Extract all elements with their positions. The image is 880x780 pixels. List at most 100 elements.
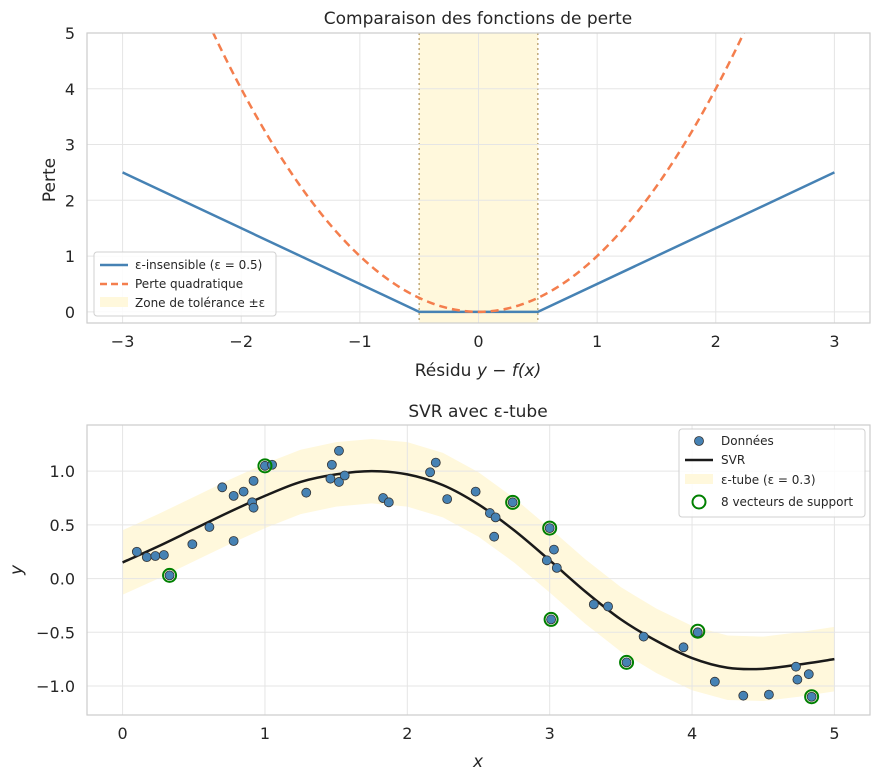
data-point — [430, 457, 441, 468]
loss-axes-frame — [86, 32, 871, 324]
data-point — [334, 477, 344, 487]
data-point — [544, 523, 555, 534]
loss-legend-box — [93, 251, 277, 317]
data-point — [470, 486, 481, 497]
x-tick-label: 3 — [829, 332, 839, 351]
y-tick-label: 0.0 — [50, 570, 75, 589]
svr-x-axis-label: x — [472, 752, 484, 772]
legend-swatch-support — [691, 494, 707, 510]
data-point — [621, 657, 632, 668]
data-point — [238, 486, 249, 497]
data-point — [248, 502, 259, 513]
legend-label-points: Données — [721, 434, 774, 448]
y-tick-label: −1.0 — [36, 677, 75, 696]
data-point — [187, 539, 198, 550]
data-point — [709, 676, 720, 687]
data-point — [217, 482, 228, 493]
data-point — [738, 690, 749, 701]
loss-x-axis-label-prefix: Résidu — [415, 361, 477, 381]
legend-swatch-zone — [100, 297, 128, 307]
data-point — [442, 494, 453, 505]
data-point — [158, 550, 169, 560]
support-vector-marker — [543, 611, 559, 627]
y-tick-label: −0.5 — [36, 623, 75, 642]
legend-swatch-tube — [685, 474, 713, 484]
y-tick-label: 1 — [65, 247, 75, 266]
y-tick-label: 0 — [65, 303, 75, 322]
support-vector-marker — [619, 654, 635, 670]
x-tick-label: 1 — [260, 724, 270, 743]
legend-label-zone: Zone de tolérance ±ε — [135, 296, 265, 310]
data-point — [792, 674, 803, 685]
data-point — [549, 544, 559, 555]
data-point — [551, 562, 562, 573]
loss-x-axis-label-math: y − f(x) — [476, 361, 541, 381]
data-point — [806, 691, 817, 702]
x-tick-label: 5 — [829, 724, 839, 743]
x-tick-label: −2 — [229, 332, 253, 351]
x-tick-label: 1 — [592, 332, 602, 351]
y-tick-label: 1.0 — [50, 462, 75, 481]
legend-label-svr: SVR — [721, 453, 745, 467]
support-vector-marker — [542, 520, 558, 536]
data-point — [791, 661, 801, 672]
data-point — [325, 473, 336, 484]
legend-label-quadratic: Perte quadratique — [135, 277, 243, 291]
data-point — [638, 631, 649, 642]
loss-chart-title: Comparaison des fonctions de perte — [324, 9, 632, 29]
x-tick-label: 3 — [545, 724, 555, 743]
data-point — [141, 552, 152, 563]
support-vector-marker — [162, 567, 178, 583]
data-point — [248, 475, 259, 486]
x-tick-label: 2 — [711, 332, 721, 351]
data-point — [803, 669, 814, 680]
y-tick-label: 0.5 — [50, 516, 75, 535]
data-point — [541, 555, 552, 566]
data-point — [425, 467, 435, 478]
legend-label-support: 8 vecteurs de support — [721, 495, 853, 509]
svr-legend-box — [678, 428, 866, 518]
svr-curve — [122, 469, 835, 671]
y-tick-label: 3 — [65, 136, 75, 155]
data-point — [164, 570, 175, 581]
loss-legend: ε-insensible (ε = 0.5) Perte quadratique… — [93, 251, 277, 317]
legend-label-tube: ε-tube (ε = 0.3) — [721, 473, 816, 487]
y-tick-label: 5 — [65, 24, 75, 43]
data-point — [489, 531, 500, 542]
quadratic-loss-line — [211, 33, 746, 314]
support-vector-marker — [505, 494, 521, 510]
data-point — [507, 497, 518, 508]
support-vector-marker — [257, 458, 273, 474]
svr-panel: 0 1 2 3 4 5 −1.0 −0.5 0.0 0.5 1.0 SVR avec ε-tube… — [7, 402, 871, 772]
svr-axes-frame — [86, 424, 871, 716]
data-point — [301, 487, 312, 498]
loss-panel: −3 −2 −1 0 1 2 3 0 1 2 3 4 5 Comparaison des foncti… — [40, 9, 871, 381]
data-point — [339, 470, 350, 481]
data-point — [588, 599, 599, 610]
legend-swatch-points — [694, 436, 704, 446]
x-tick-label: 0 — [117, 724, 127, 743]
y-tick-label: 2 — [65, 191, 75, 210]
x-tick-label: −3 — [111, 332, 135, 351]
legend-label-insensitive: ε-insensible (ε = 0.5) — [135, 258, 262, 272]
data-point — [228, 490, 239, 501]
data-point — [692, 627, 703, 638]
data-point — [131, 546, 142, 557]
x-tick-label: 4 — [687, 724, 697, 743]
data-point — [150, 551, 161, 561]
data-point — [764, 689, 774, 700]
data-point — [228, 536, 239, 546]
x-tick-label: 0 — [473, 332, 483, 351]
loss-y-axis-label: Perte — [40, 158, 60, 202]
svr-chart-title: SVR avec ε-tube — [408, 402, 547, 422]
data-point — [603, 601, 613, 612]
loss-x-axis-label: Résidu y − f(x) — [415, 361, 542, 381]
x-tick-label: −1 — [348, 332, 372, 351]
y-tick-label: 4 — [65, 80, 75, 99]
data-point — [204, 522, 215, 532]
support-vector-marker — [690, 623, 706, 639]
data-point — [490, 512, 501, 523]
data-point — [383, 497, 394, 508]
x-tick-label: 2 — [402, 724, 412, 743]
